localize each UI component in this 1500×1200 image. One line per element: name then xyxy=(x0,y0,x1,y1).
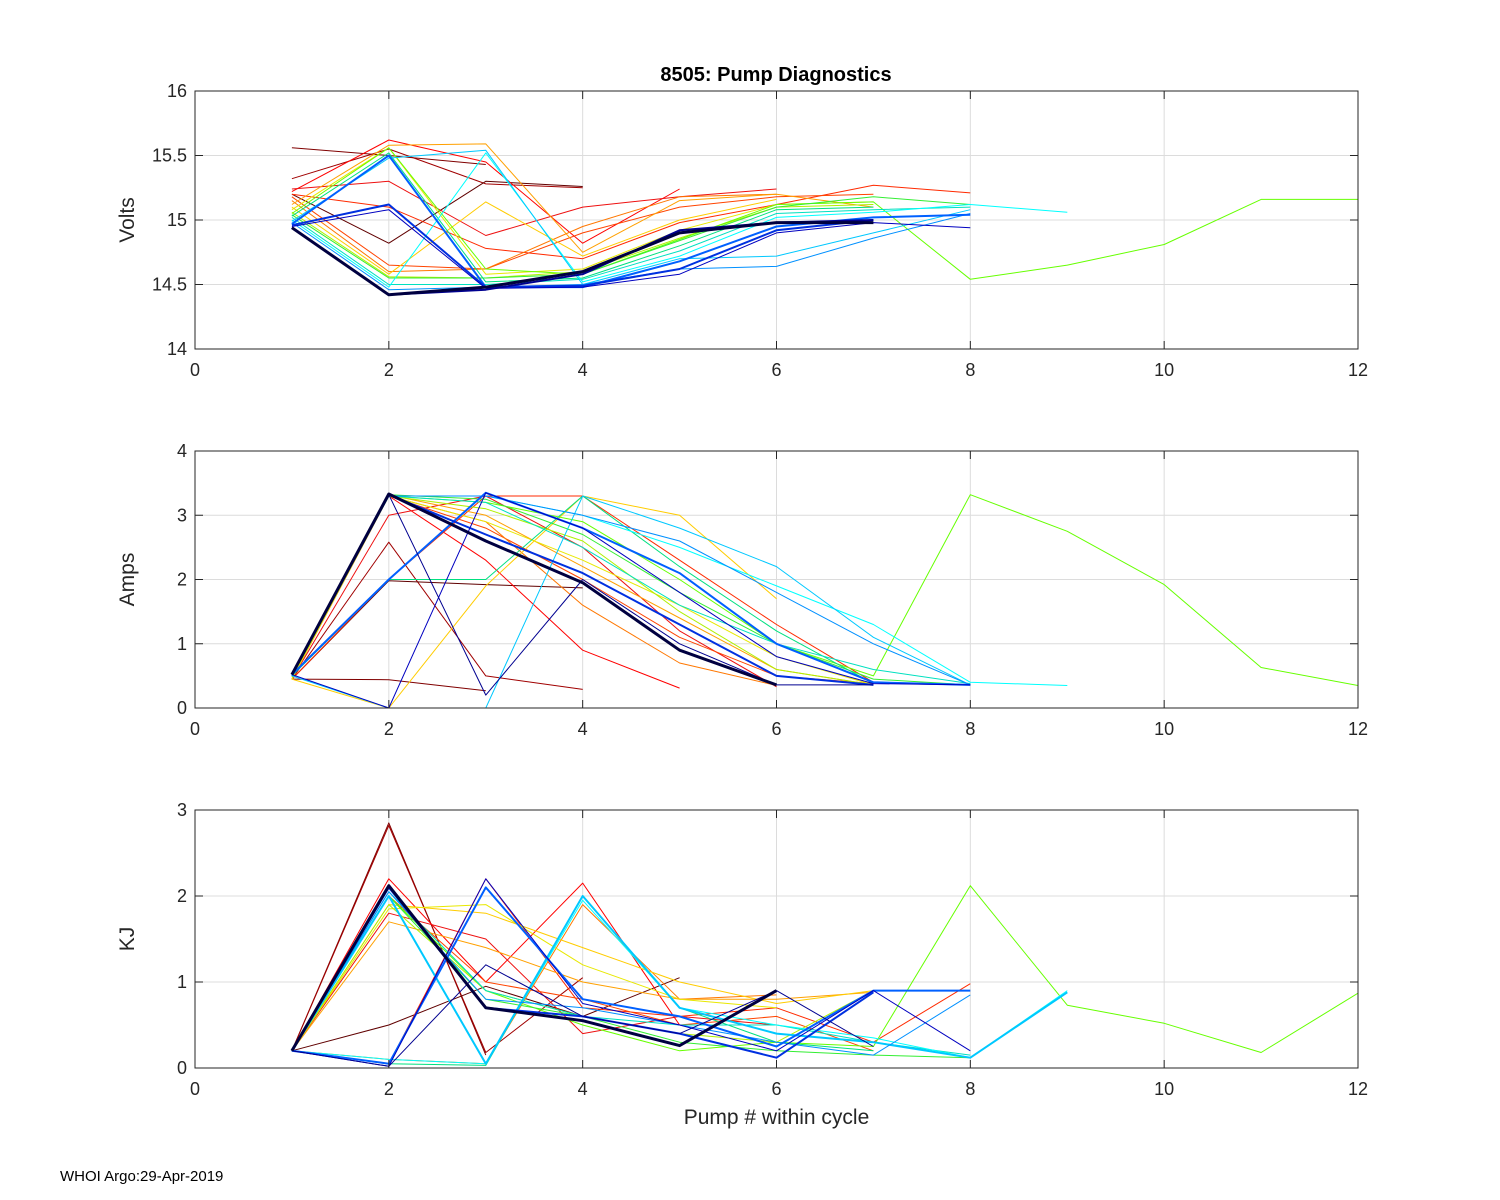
series-line-p22 xyxy=(291,878,971,1067)
series-line-p16 xyxy=(291,891,971,1056)
series-line-p15 xyxy=(291,152,874,283)
x-tick-label: 6 xyxy=(771,719,781,739)
series-line-p09 xyxy=(291,143,874,253)
series-line-p14 xyxy=(291,895,971,1059)
x-tick-label: 0 xyxy=(190,360,200,380)
y-tick-label: 14 xyxy=(167,339,187,359)
x-tick-label: 2 xyxy=(384,360,394,380)
series-line-p07 xyxy=(291,193,874,270)
series-line-p19 xyxy=(291,891,971,1056)
series-line-p20 xyxy=(291,154,971,289)
series-line-p19 xyxy=(291,495,971,686)
series-line-p06 xyxy=(291,878,971,1065)
y-tick-label: 3 xyxy=(177,505,187,525)
y-tick-label: 1 xyxy=(177,634,187,654)
x-tick-label: 8 xyxy=(965,360,975,380)
series-line-p24 xyxy=(291,221,874,297)
y-tick-label: 2 xyxy=(177,570,187,590)
series-line-p04 xyxy=(291,139,680,244)
series-line-p02 xyxy=(291,541,583,690)
series-line-p22 xyxy=(291,209,971,289)
y-tick-label: 2 xyxy=(177,886,187,906)
series-line-p18 xyxy=(291,895,1068,1065)
x-tick-label: 10 xyxy=(1154,719,1174,739)
y-tick-label: 0 xyxy=(177,1058,187,1078)
x-tick-label: 4 xyxy=(578,719,588,739)
series-line-p05 xyxy=(291,180,777,236)
series-line-p11 xyxy=(291,904,777,1052)
series-line-p06 xyxy=(291,495,971,686)
y-tick-label: 15.5 xyxy=(152,146,187,166)
y-tick-label: 0 xyxy=(177,698,187,718)
series-line-p01 xyxy=(291,678,486,692)
series-group xyxy=(290,822,1358,1067)
x-tick-label: 0 xyxy=(190,719,200,739)
y-tick-label: 1 xyxy=(177,972,187,992)
series-line-p10 xyxy=(291,198,777,275)
series-group xyxy=(291,139,1358,297)
series-line-p09 xyxy=(291,921,874,1052)
x-tick-label: 4 xyxy=(578,360,588,380)
series-line-p05 xyxy=(291,495,777,688)
x-tick-label: 2 xyxy=(384,719,394,739)
y-tick-label: 4 xyxy=(177,441,187,461)
x-tick-label: 12 xyxy=(1348,360,1368,380)
series-line-p16 xyxy=(291,206,971,285)
y-tick-label: 15 xyxy=(167,210,187,230)
series-group xyxy=(290,491,1358,708)
x-axis-label: Pump # within cycle xyxy=(684,1106,870,1129)
x-tick-label: 12 xyxy=(1348,1079,1368,1099)
series-line-p14 xyxy=(291,494,971,686)
y-axis-label: Volts xyxy=(116,197,139,243)
series-line-p21 xyxy=(291,203,874,289)
x-tick-label: 8 xyxy=(965,1079,975,1099)
series-line-p13 xyxy=(291,147,1358,280)
x-tick-label: 6 xyxy=(771,360,781,380)
y-axis-label: Amps xyxy=(116,553,139,607)
series-line-p03 xyxy=(291,180,583,244)
x-tick-label: 2 xyxy=(384,1079,394,1099)
y-tick-label: 16 xyxy=(167,81,187,101)
series-line-p22 xyxy=(291,492,971,708)
x-tick-label: 8 xyxy=(965,719,975,739)
x-tick-label: 0 xyxy=(190,1079,200,1099)
panel-1: 0 2 4 6 8 10 12 14 14.5 15 15.5 16 Volts xyxy=(116,81,1368,380)
series-line-p14 xyxy=(291,196,971,279)
footer-credit: WHOI Argo:29-Apr-2019 xyxy=(60,1168,224,1185)
series-line-p06 xyxy=(291,184,971,260)
series-line-p18 xyxy=(291,149,971,285)
series-line-p17 xyxy=(291,152,1068,288)
series-line-p02 xyxy=(291,148,583,189)
series-line-p03 xyxy=(291,977,680,1052)
series-line-p13 xyxy=(291,885,1358,1053)
series-line-p08 xyxy=(291,193,777,273)
series-line-p24 xyxy=(290,884,778,1052)
series-line-p17 xyxy=(291,495,1068,686)
x-tick-label: 6 xyxy=(771,1079,781,1099)
x-tick-label: 10 xyxy=(1154,360,1174,380)
series-line-p18 xyxy=(291,495,971,708)
series-line-p16 xyxy=(291,495,971,685)
figure-title: 8505: Pump Diagnostics xyxy=(660,64,891,86)
series-line-p05 xyxy=(291,912,777,1052)
series-line-p24 xyxy=(290,492,778,687)
x-tick-label: 4 xyxy=(578,1079,588,1099)
y-tick-label: 14.5 xyxy=(152,275,187,295)
y-axis-label: KJ xyxy=(116,927,139,952)
x-tick-label: 10 xyxy=(1154,1079,1174,1099)
y-tick-label: 3 xyxy=(177,800,187,820)
x-tick-label: 12 xyxy=(1348,719,1368,739)
series-line-p20 xyxy=(291,491,971,686)
